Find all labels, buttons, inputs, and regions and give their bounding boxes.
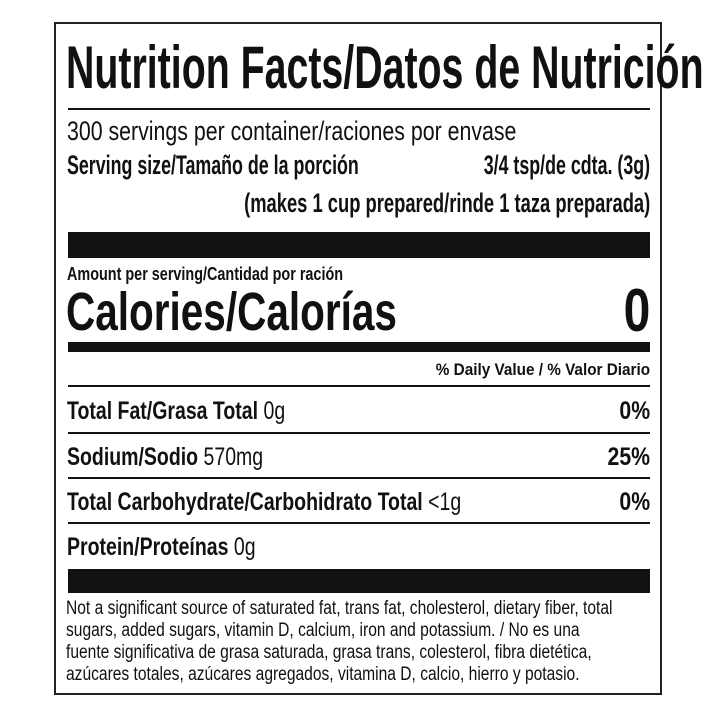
footnote-line: sugars, added sugars, vitamin D, calcium…: [66, 620, 580, 641]
serving-size-label: Serving size/Tamaño de la porción: [67, 150, 359, 180]
nutrient-dv: 25%: [607, 443, 650, 471]
serving-size-note: (makes 1 cup prepared/rinde 1 taza prepa…: [243, 188, 650, 218]
nutrient-label: Total Fat/Grasa Total: [67, 397, 259, 425]
nutrient-amount: 0g: [233, 533, 256, 561]
serving-size-value: 3/4 tsp/de cdta. (3g): [483, 150, 650, 180]
footnote-line: Not a significant source of saturated fa…: [66, 598, 613, 619]
nutrient-label: Total Carbohydrate/Carbohidrato Total: [67, 488, 423, 516]
nutrient-dv: 0%: [619, 488, 650, 516]
nutrient-amount: 570mg: [203, 443, 264, 471]
nutrient-label: Sodium/Sodio: [67, 443, 199, 471]
footnote-line: azúcares totales, azúcares agregados, vi…: [66, 664, 580, 685]
servings-per-container: 300 servings per container/raciones por …: [67, 116, 517, 146]
title-rule: [68, 108, 650, 110]
footnote-line: fuente significativa de grasa saturada, …: [66, 642, 592, 663]
nutrient-dv: 0%: [619, 397, 650, 425]
calories-bar: [68, 342, 650, 352]
row-rule: [68, 477, 650, 479]
amount-per-serving: Amount per serving/Cantidad por ración: [67, 264, 344, 284]
row-rule: [68, 432, 650, 434]
row-rule: [68, 522, 650, 524]
thick-bar-bottom: [68, 569, 650, 593]
label-title: Nutrition Facts/Datos de Nutrición: [66, 34, 704, 101]
nutrient-amount: 0g: [263, 397, 286, 425]
daily-value-header: % Daily Value / % Valor Diario: [435, 360, 650, 379]
thick-bar-top: [68, 232, 650, 258]
calories-value: 0: [623, 277, 650, 344]
nutrition-facts-label: Nutrition Facts/Datos de Nutrición 300 s…: [54, 22, 704, 695]
nutrient-label: Protein/Proteínas: [67, 533, 229, 561]
nutrient-amount: <1g: [428, 488, 462, 516]
dv-rule: [68, 385, 650, 387]
calories-label: Calories/Calorías: [66, 282, 397, 342]
